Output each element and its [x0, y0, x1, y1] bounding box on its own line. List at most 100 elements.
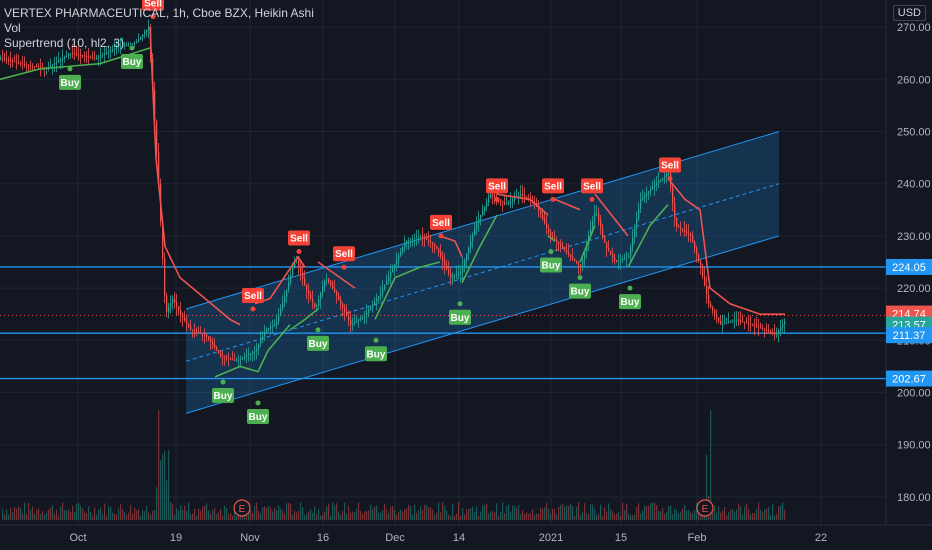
volume-bar — [596, 514, 598, 520]
signal-label-box — [486, 178, 508, 194]
volume-bar — [494, 512, 496, 520]
candle-body — [384, 284, 386, 290]
volume-bar — [132, 513, 134, 520]
candle-body — [78, 54, 80, 56]
volume-bar — [706, 454, 708, 520]
price-tag: 202.67 — [886, 370, 932, 387]
candle-body — [750, 323, 752, 325]
volume-bar — [260, 513, 262, 520]
volume-bar — [144, 511, 146, 520]
candle-body — [62, 58, 64, 60]
volume-bar — [286, 503, 288, 520]
candle-body — [602, 228, 604, 236]
candle-body — [436, 245, 438, 249]
volume-bar — [552, 508, 554, 520]
candle-body — [242, 357, 244, 359]
volume-bar — [762, 512, 764, 520]
supertrend-line-up — [547, 235, 556, 242]
candle-body — [112, 49, 114, 51]
candle-body — [282, 302, 284, 309]
candle-body — [722, 323, 724, 325]
candle-body — [26, 64, 28, 66]
volume-bar — [610, 508, 612, 520]
candle-body — [212, 342, 214, 345]
candle-body — [82, 55, 84, 57]
candle-body — [30, 65, 32, 67]
x-tick-label: Oct — [69, 532, 86, 544]
volume-bar — [202, 506, 204, 520]
volume-bar — [80, 505, 82, 520]
volume-bar — [304, 515, 306, 520]
supertrend-line-down — [554, 198, 581, 211]
y-tick-label: 240.00 — [897, 179, 931, 191]
volume-bar — [394, 509, 396, 520]
volume-bar — [330, 515, 332, 520]
candle-body — [610, 251, 612, 255]
candle-body — [672, 188, 674, 204]
candle-body — [158, 152, 160, 184]
candle-body — [256, 348, 258, 352]
candle-body — [544, 219, 546, 224]
signal-label-box — [59, 74, 81, 90]
volume-bar — [134, 507, 136, 520]
x-tick-label: 15 — [615, 532, 627, 544]
candle-body — [574, 258, 576, 261]
volume-bar — [432, 509, 434, 520]
candle-body — [484, 206, 486, 211]
price-tag-text: 202.67 — [892, 374, 926, 386]
volume-bar — [746, 503, 748, 520]
candle-body — [124, 45, 126, 47]
volume-bar — [222, 515, 224, 520]
candle-body — [728, 321, 730, 323]
volume-bar — [654, 502, 656, 520]
candle-body — [34, 66, 36, 67]
volume-bar — [680, 511, 682, 520]
candle-body — [108, 51, 110, 53]
volume-bar — [656, 505, 658, 520]
candle-body — [272, 326, 274, 328]
candle-body — [478, 219, 480, 224]
volume-bar — [604, 507, 606, 520]
candle-body — [204, 334, 206, 335]
volume-bar — [724, 507, 726, 520]
volume-bar — [606, 511, 608, 520]
candle-body — [332, 285, 334, 289]
volume-bar — [716, 512, 718, 520]
signal-label-text: Buy — [571, 287, 590, 298]
signal-dot — [250, 306, 256, 312]
volume-bar — [370, 504, 372, 520]
candle-body — [646, 193, 648, 196]
candle-body — [390, 272, 392, 277]
candle-body — [264, 331, 266, 337]
candle-body — [600, 220, 602, 229]
signal-sell: Sell — [486, 178, 508, 202]
signal-label-text: Buy — [367, 349, 386, 360]
volume-bar — [308, 511, 310, 520]
candle-body — [558, 242, 560, 245]
candle-body — [292, 267, 294, 276]
volume-bar — [84, 511, 86, 520]
candle-body — [236, 360, 238, 362]
candle-body — [740, 320, 742, 322]
supertrend-line-up — [627, 204, 669, 268]
volume-bar — [234, 505, 236, 520]
currency-button[interactable]: USD — [892, 5, 926, 21]
volume-bar — [2, 509, 4, 520]
volume-bar — [300, 502, 302, 520]
candle-body — [74, 53, 76, 55]
volume-bar — [506, 506, 508, 520]
volume-bar — [8, 514, 10, 520]
candle-body — [620, 259, 622, 261]
volume-bar — [690, 512, 692, 520]
volume-bar — [194, 508, 196, 520]
volume-bar — [96, 514, 98, 520]
volume-bar — [672, 514, 674, 520]
symbol-line: VERTEX PHARMACEUTICAL, 1h, Cboe BZX, Hei… — [4, 6, 314, 20]
x-tick-label: 14 — [453, 532, 465, 544]
volume-bar — [528, 513, 530, 520]
volume-bar — [608, 503, 610, 520]
volume-bar — [348, 506, 350, 520]
candle-body — [412, 238, 414, 240]
volume-bar — [772, 504, 774, 520]
